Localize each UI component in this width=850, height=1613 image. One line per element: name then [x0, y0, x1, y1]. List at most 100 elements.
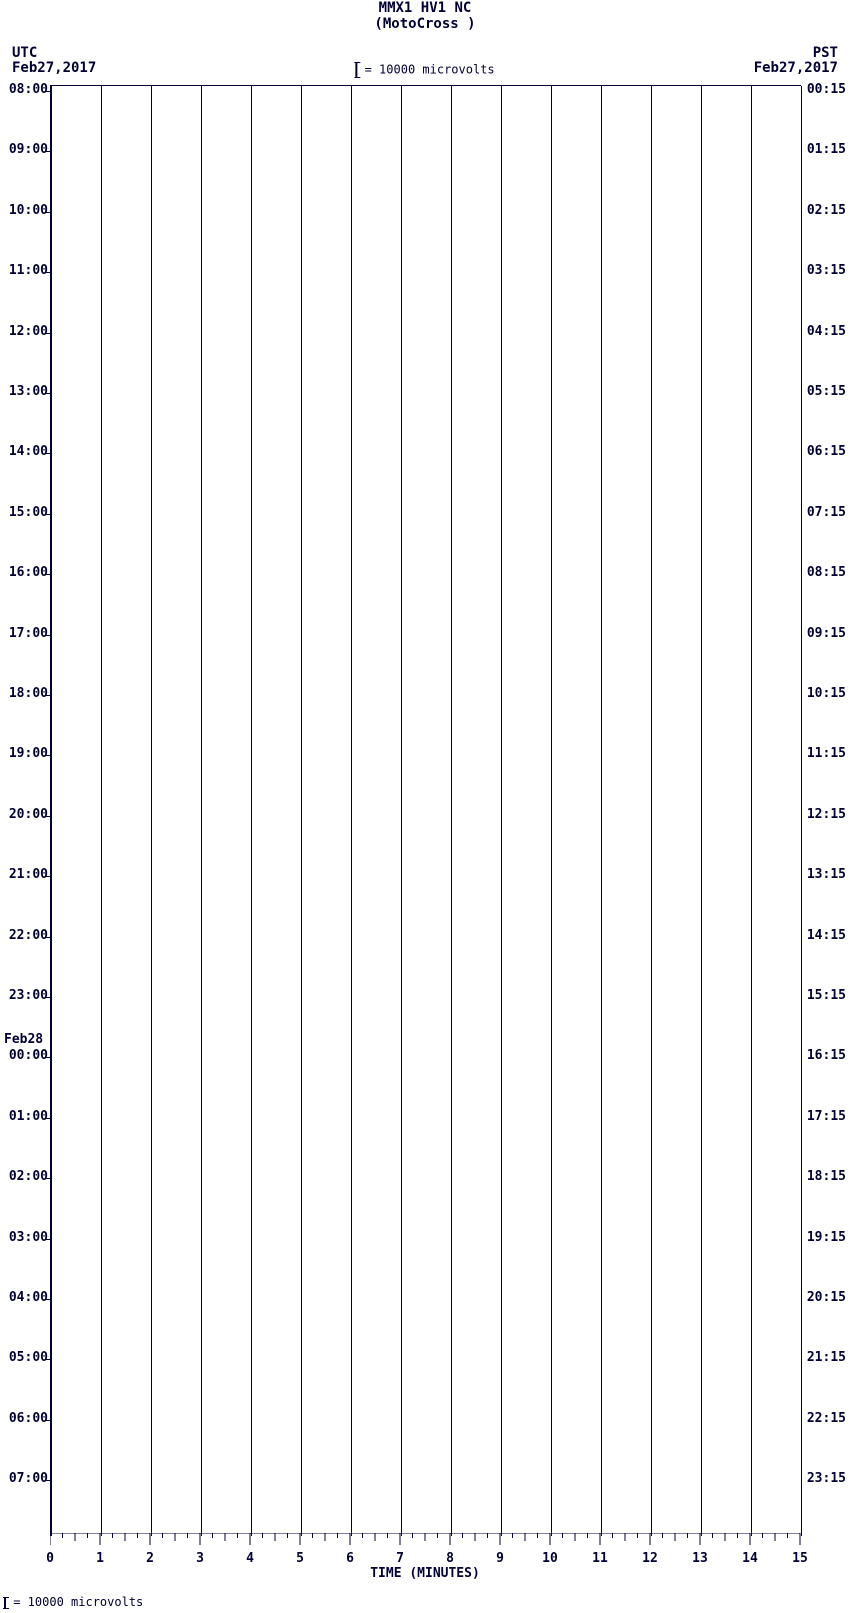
right-date-label: Feb27,2017 [754, 60, 838, 76]
left-hour-label: 00:00 [4, 1048, 48, 1063]
vgrid-line [551, 86, 552, 1536]
right-hour-label: 18:15 [807, 1169, 846, 1184]
title-line1: MMX1 HV1 NC [0, 0, 850, 16]
right-hour-label: 14:15 [807, 928, 846, 943]
trace [51, 1450, 801, 1451]
trace [51, 620, 801, 621]
trace [51, 453, 801, 454]
trace [51, 740, 801, 741]
vgrid-line [451, 86, 452, 1536]
scale-bar-icon [355, 62, 357, 78]
x-tick-label: 13 [692, 1551, 708, 1566]
x-tick-label: 0 [46, 1551, 54, 1566]
date-change-label: Feb28 [4, 1032, 43, 1047]
trace [51, 861, 801, 862]
left-hour-label: 04:00 [4, 1290, 48, 1305]
trace [51, 635, 801, 636]
trace [51, 1435, 801, 1436]
trace [51, 801, 801, 802]
vgrid-line [301, 86, 302, 1536]
right-hour-label: 01:15 [807, 142, 846, 157]
trace [51, 1118, 801, 1119]
trace [51, 1329, 801, 1330]
trace [51, 514, 801, 515]
right-hour-label: 19:15 [807, 1230, 846, 1245]
vgrid-line [501, 86, 502, 1536]
x-tick-label: 8 [446, 1551, 454, 1566]
right-hour-label: 11:15 [807, 746, 846, 761]
trace [51, 1526, 801, 1527]
right-hour-label: 02:15 [807, 203, 846, 218]
trace [51, 1495, 801, 1496]
left-hour-label: 17:00 [4, 626, 48, 641]
header: MMX1 HV1 NC (MotoCross ) UTC Feb27,2017 … [0, 0, 850, 80]
trace [51, 906, 801, 907]
vgrid-line [701, 86, 702, 1536]
trace [51, 1465, 801, 1466]
trace [51, 257, 801, 258]
trace [51, 967, 801, 968]
footer-scale-bar-icon [4, 1597, 6, 1609]
trace [51, 589, 801, 590]
trace [51, 167, 801, 168]
x-tick-label: 6 [346, 1551, 354, 1566]
left-hour-label: 09:00 [4, 142, 48, 157]
vgrid-line [801, 86, 802, 1536]
trace [51, 755, 801, 756]
trace [51, 1284, 801, 1285]
trace [51, 816, 801, 817]
trace [51, 680, 801, 681]
trace [51, 650, 801, 651]
vgrid-line [51, 86, 52, 1536]
x-tick-label: 7 [396, 1551, 404, 1566]
vgrid-line [601, 86, 602, 1536]
left-hour-label: 18:00 [4, 686, 48, 701]
trace [51, 695, 801, 696]
left-hour-label: 10:00 [4, 203, 48, 218]
x-tick-label: 15 [792, 1551, 808, 1566]
left-hour-label: 07:00 [4, 1471, 48, 1486]
trace [51, 333, 801, 334]
left-hour-label: 15:00 [4, 505, 48, 520]
right-hour-label: 13:15 [807, 867, 846, 882]
x-tick-label: 4 [246, 1551, 254, 1566]
trace [51, 1027, 801, 1028]
trace [51, 1012, 801, 1013]
x-tick-label: 1 [96, 1551, 104, 1566]
trace [51, 378, 801, 379]
left-hour-label: 20:00 [4, 807, 48, 822]
footer-scale: = 10000 microvolts [4, 1595, 143, 1609]
trace [51, 922, 801, 923]
left-hour-label: 08:00 [4, 82, 48, 97]
trace [51, 484, 801, 485]
x-tick-label: 9 [496, 1551, 504, 1566]
right-hour-label: 21:15 [807, 1350, 846, 1365]
trace [51, 121, 801, 122]
left-hour-label: 01:00 [4, 1109, 48, 1124]
left-hour-label: 02:00 [4, 1169, 48, 1184]
trace [51, 197, 801, 198]
vgrid-line [351, 86, 352, 1536]
trace [51, 287, 801, 288]
right-hour-label: 17:15 [807, 1109, 846, 1124]
trace [51, 1299, 801, 1300]
trace [51, 438, 801, 439]
trace [51, 1133, 801, 1134]
right-hour-label: 06:15 [807, 444, 846, 459]
right-hour-label: 10:15 [807, 686, 846, 701]
trace [51, 891, 801, 892]
trace [51, 1042, 801, 1043]
trace [51, 1480, 801, 1481]
left-hour-label: 05:00 [4, 1350, 48, 1365]
trace [51, 604, 801, 605]
trace [51, 574, 801, 575]
vgrid-line [201, 86, 202, 1536]
trace [51, 997, 801, 998]
trace [51, 1375, 801, 1376]
x-tick-label: 3 [196, 1551, 204, 1566]
right-hour-label: 08:15 [807, 565, 846, 580]
trace [51, 1420, 801, 1421]
trace [51, 1239, 801, 1240]
vgrid-line [401, 86, 402, 1536]
trace [51, 212, 801, 213]
